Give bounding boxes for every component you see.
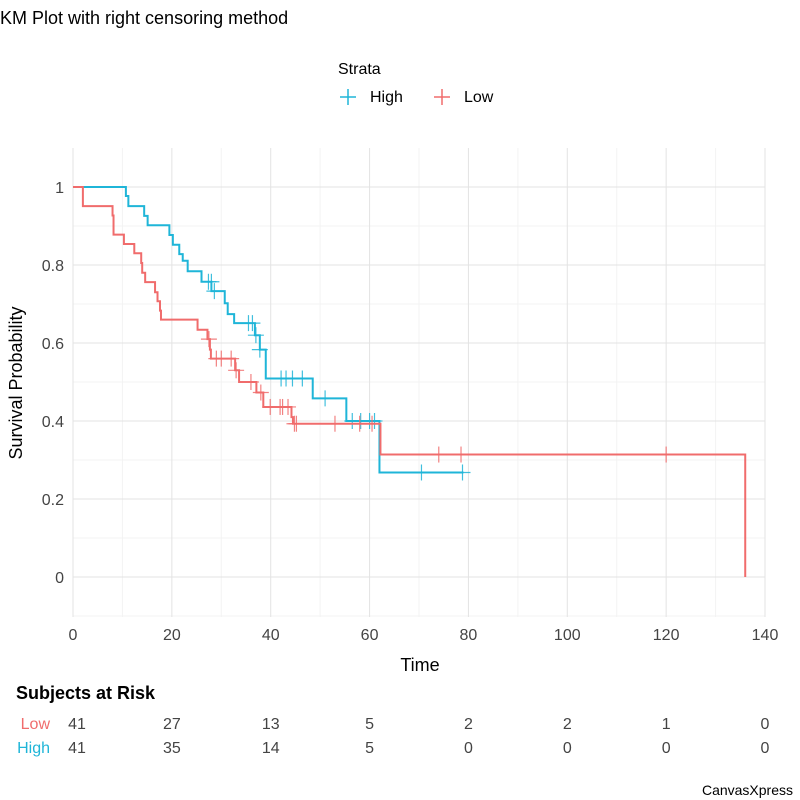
x-tick-label: 140 [752,627,779,644]
legend-item-high[interactable]: High [340,89,403,106]
y-tick-label: 0.6 [42,336,64,353]
y-tick-label: 1 [55,180,64,197]
censor-mark [364,415,381,432]
legend-label-low: Low [464,89,494,106]
censor-mark [242,374,259,390]
risk-count: 5 [365,740,374,757]
censor-mark [247,327,264,344]
canvasxpress-credit: CanvasXpress [702,782,793,798]
censor-mark [244,315,261,332]
legend-marker-high-icon [340,89,356,105]
risk-count: 27 [163,716,181,733]
risk-count: 41 [68,740,86,757]
x-tick-label: 0 [69,627,78,644]
x-tick-label: 60 [361,627,379,644]
risk-count: 0 [761,716,770,733]
censor-mark [454,464,471,481]
risk-count: 41 [68,716,86,733]
risk-table: Low 41 27 13 5 2 2 1 0 High 41 35 14 5 0 0 0 0 [17,716,769,757]
y-axis-label: Survival Probability [6,306,26,459]
chart-title: KM Plot with right censoring method [0,8,288,28]
censor-mark [206,283,223,300]
x-axis-label: Time [400,655,439,675]
y-tick-label: 0.8 [42,258,64,275]
risk-count: 14 [262,740,280,757]
risk-row-label: Low [21,716,51,733]
y-axis-ticks: 0 0.2 0.4 0.6 0.8 1 [42,180,64,587]
x-tick-label: 40 [262,627,280,644]
x-tick-label: 120 [653,627,680,644]
legend-item-low[interactable]: Low [434,89,494,106]
censor-mark [223,350,240,367]
censor-mark [366,413,383,429]
censor-mark [228,362,245,379]
risk-count: 35 [163,740,181,757]
censor-mark [252,384,269,401]
censor-mark [453,446,470,463]
risk-count: 0 [761,740,770,757]
censor-mark [658,446,675,463]
censor-mark [326,415,343,432]
risk-count: 2 [563,716,572,733]
x-tick-label: 20 [163,627,181,644]
x-tick-label: 80 [460,627,478,644]
censor-mark [280,398,297,415]
censor-mark [288,415,305,432]
legend-label-high: High [370,89,403,106]
censor-mark [413,464,430,481]
censor-mark [317,390,334,407]
censor-mark [251,341,268,358]
grid [72,148,766,617]
risk-count: 13 [262,716,280,733]
censor-mark [294,370,311,387]
legend: Strata High Low [338,61,494,106]
plot-series [73,186,747,577]
x-tick-label: 100 [554,627,581,644]
risk-row-label: High [17,740,50,757]
risk-count: 0 [464,740,473,757]
risk-count: 0 [662,740,671,757]
risk-row-low: Low 41 27 13 5 2 2 1 0 [21,716,770,733]
risk-count: 1 [662,716,671,733]
y-tick-label: 0.2 [42,492,64,509]
risk-row-high: High 41 35 14 5 0 0 0 0 [17,740,769,757]
risk-count: 5 [365,716,374,733]
risk-count: 0 [563,740,572,757]
risk-table-title: Subjects at Risk [16,683,156,703]
censor-mark [430,446,447,463]
risk-count: 2 [464,716,473,733]
y-tick-label: 0 [55,570,64,587]
y-tick-label: 0.4 [42,414,64,431]
censor-mark [203,273,220,290]
legend-title: Strata [338,61,381,78]
censor-mark [200,331,217,348]
legend-marker-low-icon [434,89,450,105]
x-axis-ticks: 0 20 40 60 80 100 120 140 [69,627,779,644]
series-high [73,186,471,481]
series-low [73,186,747,577]
